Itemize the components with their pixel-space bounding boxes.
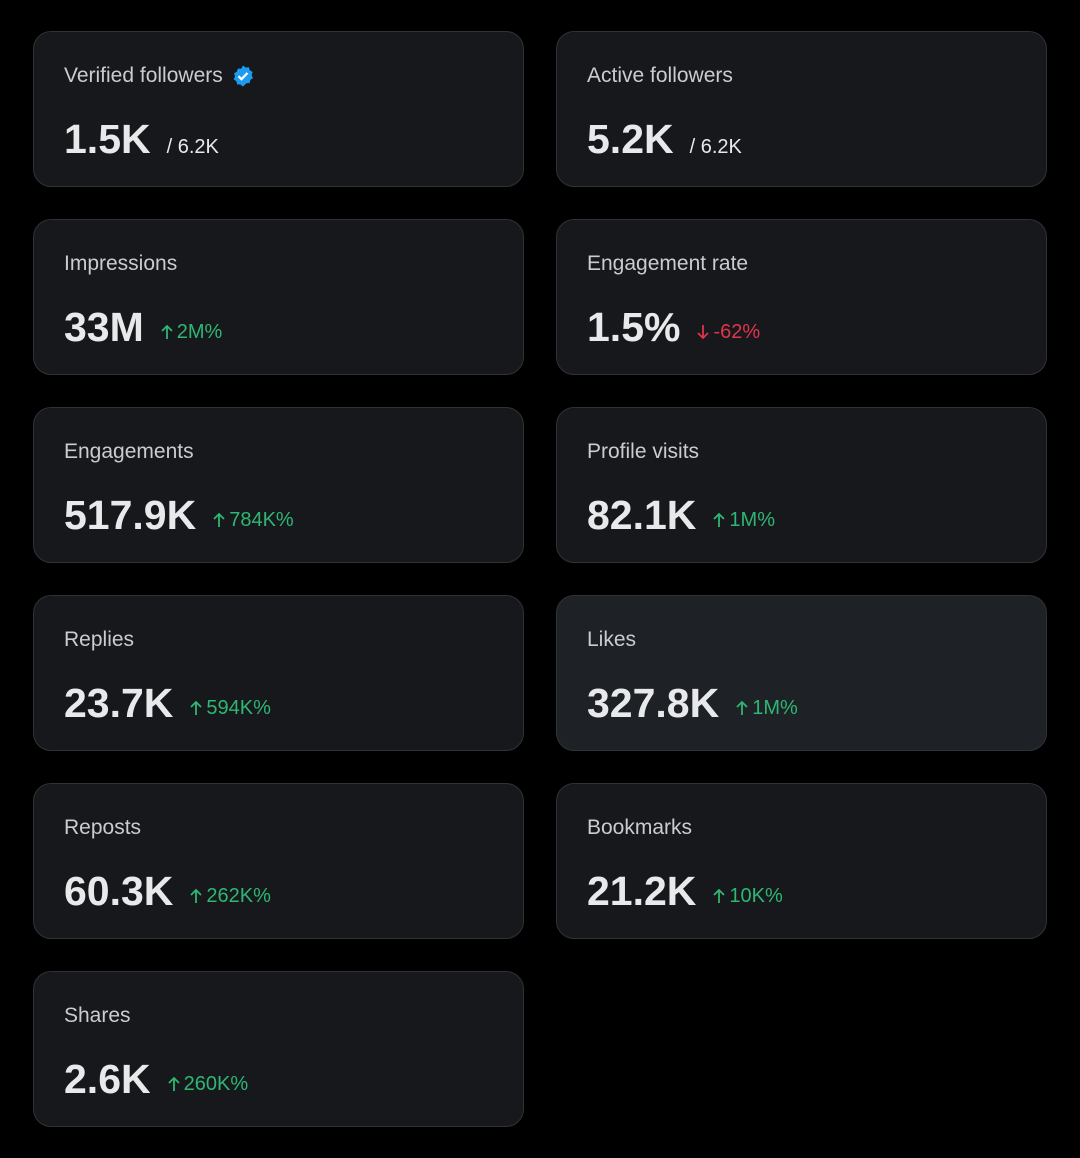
change-text: 10K%	[729, 884, 783, 907]
stat-value: 1.5%	[587, 304, 681, 350]
stat-card[interactable]: Shares 2.6K 260K%	[33, 971, 524, 1127]
stat-label: Bookmarks	[587, 816, 692, 840]
change-text: 1M%	[729, 508, 775, 531]
arrow-icon	[190, 888, 203, 903]
stat-change: 10K%	[712, 884, 783, 908]
arrow-icon	[161, 324, 173, 339]
stat-value: 517.9K	[64, 492, 197, 538]
change-text: 784K%	[229, 508, 294, 531]
stat-row: 2.6K 260K%	[64, 1056, 248, 1103]
stat-value: 82.1K	[587, 492, 697, 538]
label-text: Shares	[64, 1004, 131, 1027]
stat-change: -62%	[696, 321, 760, 344]
stat-row: 33M 2M%	[64, 304, 222, 351]
stat-total: / 6.2K	[689, 136, 742, 158]
arrow-icon	[713, 888, 726, 903]
stat-change: 784K%	[212, 509, 294, 532]
stat-row: 1.5K / 6.2K	[64, 116, 219, 163]
stat-change: 1M%	[735, 697, 798, 720]
change-text: -62%	[713, 320, 761, 343]
stat-card[interactable]: Likes 327.8K 1M%	[556, 595, 1047, 751]
stat-value: 60.3K	[64, 868, 174, 914]
stat-card[interactable]: Bookmarks 21.2K 10K%	[556, 783, 1047, 939]
stat-row: 60.3K 262K%	[64, 868, 271, 915]
stat-label: Active followers	[587, 64, 733, 88]
stat-label: Reposts	[64, 816, 141, 840]
arrow-icon	[736, 700, 748, 715]
stat-label: Engagements	[64, 440, 194, 464]
stat-card[interactable]: Profile visits 82.1K 1M%	[556, 407, 1047, 563]
stat-card[interactable]: Verified followers 1.5K / 6.2K	[33, 31, 524, 187]
change-text: 1M%	[752, 696, 798, 719]
arrow-icon	[213, 512, 225, 527]
stat-card[interactable]: Impressions 33M 2M%	[33, 219, 524, 375]
label-text: Verified followers	[64, 64, 223, 87]
stat-label: Impressions	[64, 252, 177, 276]
stat-label: Verified followers	[64, 64, 255, 88]
stat-change: 2M%	[160, 320, 223, 344]
stat-row: 21.2K 10K%	[587, 868, 783, 915]
stat-card[interactable]: Replies 23.7K 594K%	[33, 595, 524, 751]
stat-value: 33M	[64, 304, 144, 350]
stat-row: 327.8K 1M%	[587, 680, 798, 727]
stat-change: 594K%	[189, 697, 271, 720]
stat-value: 23.7K	[64, 680, 174, 726]
stat-label: Replies	[64, 628, 134, 652]
stat-value: 2.6K	[64, 1056, 151, 1102]
label-text: Likes	[587, 628, 637, 651]
change-text: 262K%	[206, 884, 271, 907]
change-text: 2M%	[176, 320, 223, 343]
stat-value: 327.8K	[587, 680, 720, 726]
stat-label: Likes	[587, 628, 636, 652]
stat-change: 1M%	[712, 509, 775, 532]
label-text: Active followers	[587, 64, 733, 87]
label-text: Bookmarks	[587, 816, 693, 839]
label-text: Impressions	[64, 252, 178, 275]
stat-label: Engagement rate	[587, 252, 748, 276]
stat-row: 1.5% -62%	[587, 304, 760, 351]
change-text: 594K%	[206, 696, 271, 719]
stat-card[interactable]: Engagement rate 1.5% -62%	[556, 219, 1047, 375]
stat-row: 5.2K / 6.2K	[587, 116, 742, 163]
change-text: 260K%	[183, 1072, 249, 1095]
stat-value: 5.2K	[587, 116, 674, 162]
verified-badge	[233, 65, 253, 87]
stat-row: 23.7K 594K%	[64, 680, 271, 727]
stat-card[interactable]: Reposts 60.3K 262K%	[33, 783, 524, 939]
stat-total: / 6.2K	[166, 136, 219, 158]
stat-row: 517.9K 784K%	[64, 492, 294, 539]
stat-card[interactable]: Engagements 517.9K 784K%	[33, 407, 524, 563]
stat-change: 260K%	[167, 1072, 249, 1096]
stat-value: 21.2K	[587, 868, 697, 914]
stat-label: Shares	[64, 1004, 131, 1028]
stat-row: 82.1K 1M%	[587, 492, 775, 539]
label-text: Replies	[64, 628, 135, 651]
label-text: Engagement rate	[587, 252, 749, 275]
arrow-icon	[167, 1076, 180, 1091]
stat-card[interactable]: Active followers 5.2K / 6.2K	[556, 31, 1047, 187]
stat-change: 262K%	[189, 885, 271, 908]
stat-label: Profile visits	[587, 440, 699, 464]
label-text: Reposts	[64, 816, 142, 839]
arrow-icon	[713, 512, 726, 527]
label-text: Profile visits	[587, 440, 700, 463]
stat-value: 1.5K	[64, 116, 151, 162]
label-text: Engagements	[64, 440, 194, 463]
arrow-icon	[697, 325, 710, 340]
arrow-icon	[190, 700, 203, 715]
